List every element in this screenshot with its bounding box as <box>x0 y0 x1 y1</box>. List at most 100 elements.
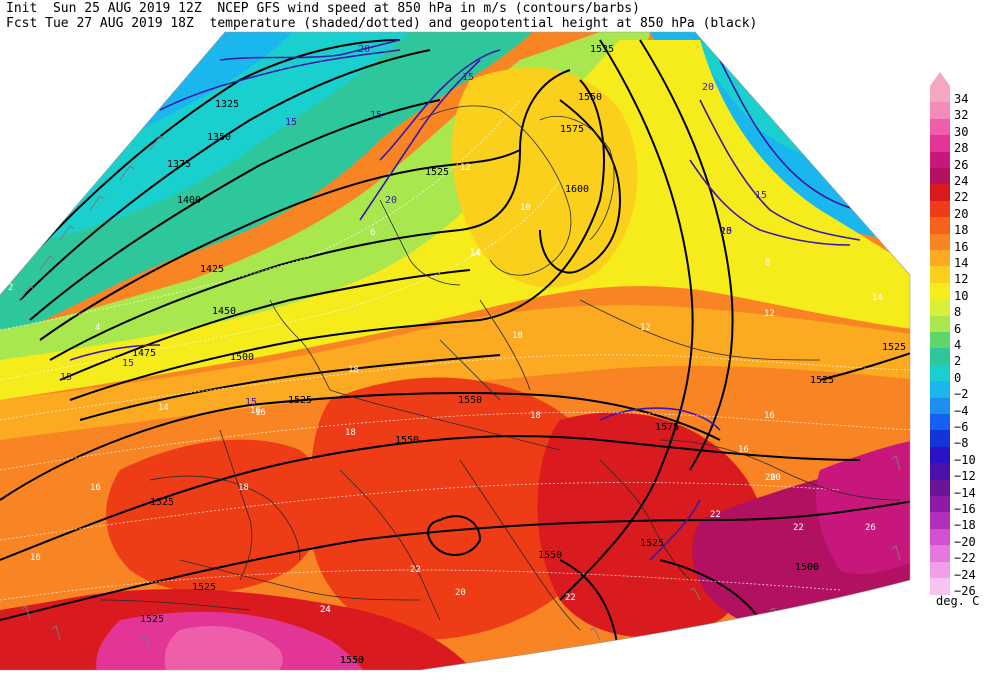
legend-level: 4 <box>930 332 1000 352</box>
wind-label: 15 <box>285 117 297 128</box>
height-label: 1550 <box>395 435 419 446</box>
height-label: 1400 <box>177 195 201 206</box>
temperature-label: 16 <box>30 553 41 563</box>
height-label: 1525 <box>192 582 216 593</box>
legend-label: 0 <box>954 370 962 385</box>
legend-level: −4 <box>930 397 1000 418</box>
height-label: 1325 <box>215 99 239 110</box>
temperature-label: 16 <box>255 408 266 418</box>
weather-map: 1325 1350 1375 1400 1425 1450 1475 1500 … <box>0 31 911 671</box>
legend-label: −2 <box>954 387 969 402</box>
temperature-label: 10 <box>520 203 531 213</box>
legend-swatch <box>930 397 950 415</box>
wind-barbs <box>19 135 901 651</box>
wind-label: 20 <box>358 44 370 55</box>
legend-label: 34 <box>954 92 969 106</box>
legend-level: 34 <box>930 86 1000 106</box>
legend-label: −4 <box>954 403 969 418</box>
legend-swatch <box>930 479 950 497</box>
legend-swatch <box>930 233 950 251</box>
temperature-label: 22 <box>793 523 804 533</box>
legend-swatch <box>930 168 950 185</box>
temperature-label: 12 <box>460 163 471 173</box>
temperature-label: 18 <box>512 331 523 341</box>
legend-label: −24 <box>954 567 976 582</box>
wind-label: 15 <box>245 397 257 408</box>
temperature-label: 16 <box>250 406 261 416</box>
temperature-labels: 2 4 6 8 10 12 14 16 18 20 22 24 26 12 14… <box>8 163 883 615</box>
height-label: 1575 <box>560 124 584 135</box>
temperature-label: 12 <box>764 309 775 319</box>
legend-swatch <box>930 184 950 202</box>
temperature-label: 16 <box>738 445 749 455</box>
height-label: 1500 <box>795 562 819 573</box>
legend-label: −22 <box>954 551 976 566</box>
legend-swatch <box>930 578 950 595</box>
temperature-label: 20 <box>765 473 776 483</box>
wind-label: 15 <box>720 226 732 237</box>
temperature-label: 4 <box>95 323 100 333</box>
temperature-label: 18 <box>348 365 359 375</box>
height-label: 1525 <box>140 614 164 625</box>
height-label: 1425 <box>200 264 224 275</box>
height-label: 1500 <box>230 352 254 363</box>
header-init-line: Init Sun 25 AUG 2019 12Z NCEP GFS wind s… <box>6 1 640 16</box>
legend-level: 0 <box>930 364 1000 385</box>
temperature-label: 2 <box>8 283 13 293</box>
legend-swatch <box>930 250 950 267</box>
height-label: 1350 <box>207 132 231 143</box>
legend-level: 22 <box>930 184 1000 203</box>
temperature-label: 20 <box>770 473 781 483</box>
legend-level: 24 <box>930 168 1000 187</box>
height-label: 1575 <box>655 422 679 433</box>
legend-swatch <box>930 364 950 382</box>
legend-label: 32 <box>954 108 969 123</box>
header-forecast-line: Fcst Tue 27 AUG 2019 18Z temperature (sh… <box>6 16 758 31</box>
temperature-label: 16 <box>764 411 775 421</box>
legend-level: 18 <box>930 217 1000 238</box>
legend-level: 20 <box>930 200 1000 220</box>
amber-band <box>0 305 910 440</box>
legend-label: 4 <box>954 338 962 352</box>
wind-label: 15 <box>370 110 382 121</box>
wind-label: 20 <box>702 82 714 93</box>
temperature-label: 14 <box>470 248 481 258</box>
coastlines-borders <box>99 105 901 631</box>
wind-label: 15 <box>755 190 767 201</box>
temperature-label: 22 <box>410 565 421 575</box>
height-label: 1475 <box>132 348 156 359</box>
legend-level: −8 <box>930 430 1000 449</box>
temperature-label: 22 <box>710 510 721 520</box>
temperature-label: 6 <box>370 228 375 238</box>
legend-label: −14 <box>954 485 976 500</box>
height-label: 1525 <box>425 167 449 178</box>
height-label: 1450 <box>212 306 236 317</box>
wind-label: 15 <box>462 72 474 83</box>
temperature-label: 18 <box>530 411 541 421</box>
height-label: 1525 <box>288 395 312 406</box>
legend-level: −14 <box>930 479 1000 500</box>
legend-swatch <box>930 528 950 546</box>
legend-label: 18 <box>954 223 969 238</box>
legend-level: 30 <box>930 118 1000 138</box>
legend-label: −10 <box>954 452 976 467</box>
legend-level: 8 <box>930 299 1000 318</box>
legend-label: 26 <box>954 157 969 172</box>
height-label: 1550 <box>340 655 364 666</box>
legend-level: −20 <box>930 528 1000 548</box>
legend-level: −22 <box>930 545 1000 566</box>
legend-swatch <box>930 512 950 530</box>
legend-level: 32 <box>930 102 1000 123</box>
legend-swatch <box>930 315 950 333</box>
temperature-label: 14 <box>872 293 883 303</box>
temperature-label: 14 <box>470 249 481 259</box>
height-label: 1375 <box>167 159 191 170</box>
legend-level: −18 <box>930 512 1000 531</box>
legend-label: −12 <box>954 469 976 484</box>
legend-top-arrow <box>930 72 950 86</box>
height-label: 1550 <box>340 655 364 666</box>
legend-swatch <box>930 217 950 235</box>
legend-swatch <box>930 86 950 103</box>
height-labels: 1325 1350 1375 1400 1425 1450 1475 1500 … <box>132 44 906 666</box>
legend-swatch <box>930 118 950 136</box>
